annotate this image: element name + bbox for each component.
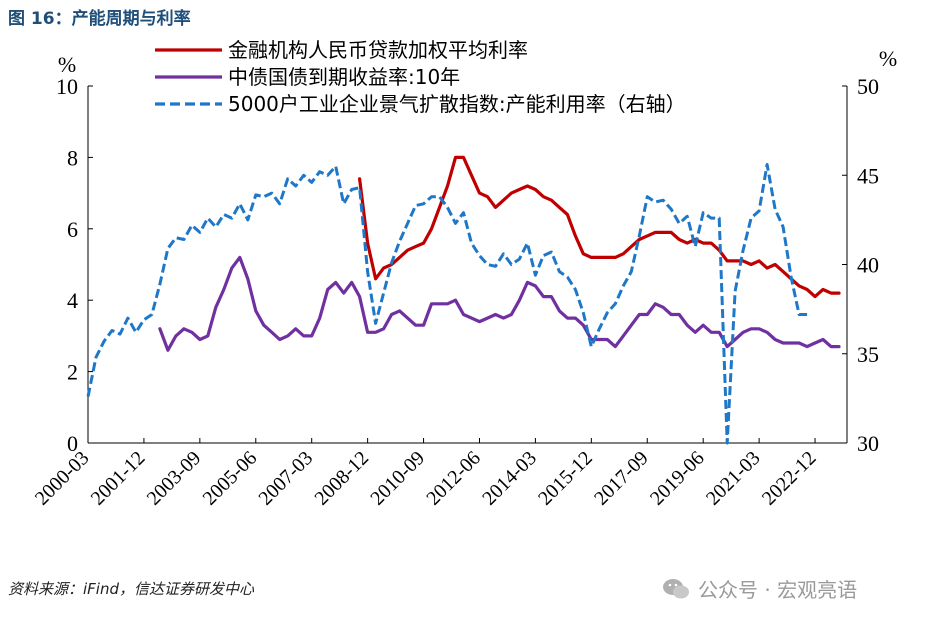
series-lines bbox=[86, 155, 841, 445]
source-note: 资料来源：iFind，信达证券研发中心 bbox=[8, 580, 254, 598]
x-tick-label: 2010-09 bbox=[366, 447, 429, 510]
left-tick-label: 8 bbox=[67, 145, 78, 170]
x-tick-label: 2015-12 bbox=[534, 447, 597, 510]
right-tick-label: 45 bbox=[857, 163, 879, 188]
legend-label-1: 金融机构人民币贷款加权平均利率 bbox=[228, 38, 528, 62]
watermark: 公众号 · 宏观亮语 bbox=[662, 574, 857, 603]
figure-title: 图 16：产能周期与利率 bbox=[8, 9, 191, 29]
left-axis-unit: % bbox=[58, 52, 76, 77]
x-tick-label: 2017-09 bbox=[590, 447, 653, 510]
x-tick-label: 2003-09 bbox=[143, 447, 206, 510]
series-line-1 bbox=[358, 155, 841, 299]
watermark-text: 公众号 · 宏观亮语 bbox=[698, 578, 858, 602]
left-tick-label: 10 bbox=[56, 74, 78, 99]
x-tick-label: 2005-06 bbox=[199, 447, 262, 510]
x-tick-label: 2022-12 bbox=[758, 447, 821, 510]
x-tick-label: 2008-12 bbox=[310, 447, 373, 510]
x-tick-label: 2001-12 bbox=[87, 447, 150, 510]
right-tick-label: 50 bbox=[857, 74, 879, 99]
dual-axis-line-chart: 0 2 4 6 8 10% 30 35 40 45 50% 2000-032001-122003-09… bbox=[31, 38, 897, 510]
x-tick-label: 2007-03 bbox=[255, 447, 318, 510]
series-line-2 bbox=[158, 255, 841, 352]
x-tick-label: 2021-03 bbox=[702, 447, 765, 510]
left-tick-label: 0 bbox=[67, 431, 78, 456]
left-tick-label: 2 bbox=[67, 360, 78, 385]
left-tick-label: 6 bbox=[67, 217, 78, 242]
right-tick-label: 35 bbox=[857, 342, 879, 367]
left-tick-label: 4 bbox=[67, 288, 78, 313]
legend-label-2: 中债国债到期收益率:10年 bbox=[228, 65, 460, 89]
x-tick-label: 2000-03 bbox=[31, 447, 94, 510]
legend-label-3: 5000户工业企业景气扩散指数:产能利用率（右轴） bbox=[228, 92, 686, 116]
x-tick-label: 2019-06 bbox=[646, 447, 709, 510]
right-axis-unit: % bbox=[879, 46, 897, 71]
x-tick-label: 2014-03 bbox=[478, 447, 541, 510]
x-tick-label: 2012-06 bbox=[422, 447, 485, 510]
wechat-logo-icon bbox=[663, 578, 689, 598]
right-tick-label: 40 bbox=[857, 253, 879, 278]
right-tick-label: 30 bbox=[857, 431, 879, 456]
series-line-3 bbox=[86, 163, 808, 445]
